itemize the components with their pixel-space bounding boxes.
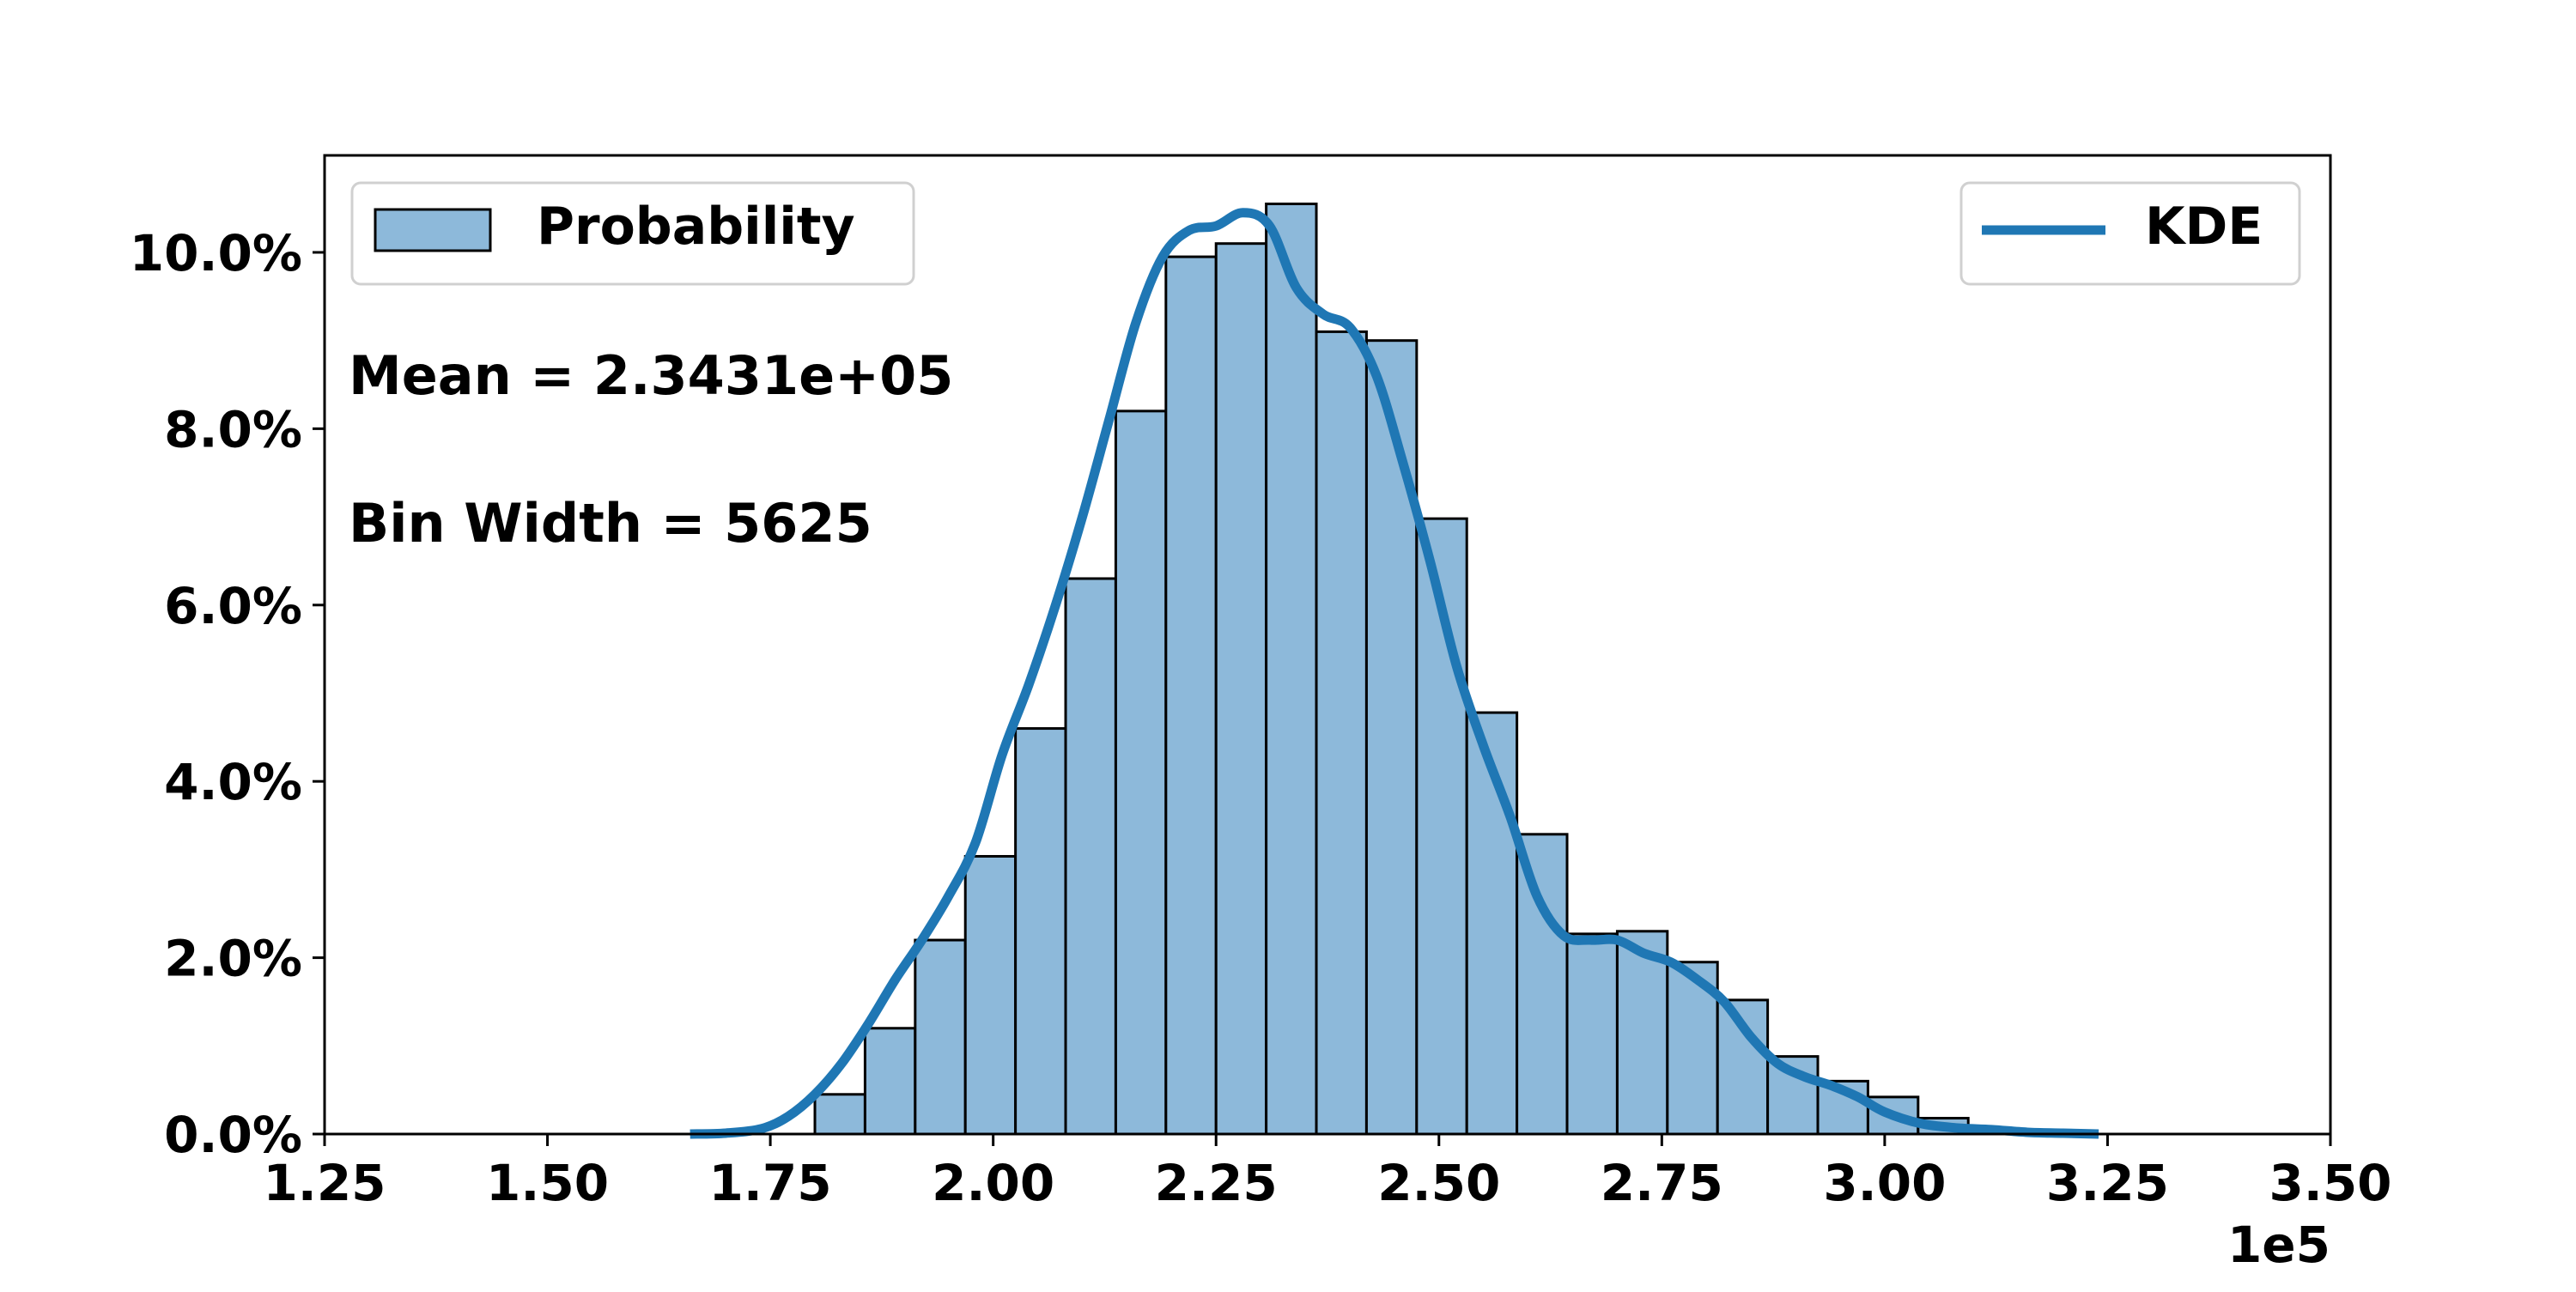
x-axis-multiplier: 1e5 [2227,1216,2330,1274]
histogram-bars [813,202,2020,1136]
histogram-bar [1014,727,1067,1136]
x-tick-label: 2.00 [932,1154,1054,1212]
y-tick-label: 8.0% [164,400,302,458]
kde-line-layer [690,208,2099,1139]
histogram-bar [1516,833,1569,1136]
x-axis: 1.25 1.50 1.75 2.00 2.25 2.50 2.75 3.00 3.25 3.50 [263,1134,2392,1212]
annotation-mean: Mean = 2.3431e+05 [349,344,953,407]
x-tick-label: 2.75 [1601,1154,1723,1212]
x-tick-label: 2.50 [1377,1154,1500,1212]
histogram-bar [1164,255,1218,1136]
histogram-bar [1315,330,1368,1136]
histogram-bar [1064,577,1117,1136]
y-axis: 0.0% 2.0% 4.0% 6.0% 8.0% 10.0% [130,224,325,1164]
histogram-bar [813,1093,866,1136]
x-tick-label: 3.50 [2269,1154,2391,1212]
legend-probability-swatch [374,208,492,252]
legend-probability-label: Probability [537,197,855,257]
histogram-bar [1114,409,1168,1136]
x-tick-label: 3.25 [2046,1154,2169,1212]
x-tick-label: 1.25 [263,1154,386,1212]
y-tick-label: 10.0% [130,224,302,282]
histogram-bar [914,938,967,1136]
histogram-bar [1214,242,1268,1136]
plot-frame [323,154,2332,1136]
x-tick-label: 1.50 [486,1154,609,1212]
legend-frame [350,181,915,286]
legend-kde-label: KDE [2145,197,2263,257]
histogram-bar [863,1027,917,1136]
x-tick-label: 1.75 [709,1154,832,1212]
legend-probability: Probability [350,181,915,286]
y-tick-label: 4.0% [164,753,302,811]
histogram-bar [1265,202,1318,1136]
annotation-bin-width: Bin Width = 5625 [349,492,872,555]
histogram-bar [1364,339,1419,1136]
x-tick-label: 2.25 [1155,1154,1278,1212]
y-tick-label: 6.0% [164,577,302,635]
y-tick-label: 0.0% [164,1106,302,1164]
x-tick-label: 3.00 [1823,1154,1946,1212]
legend-kde: KDE [1959,181,2301,286]
histogram-bar [1465,711,1519,1136]
y-tick-label: 2.0% [164,930,302,988]
legend-frame [1959,181,2301,286]
kde-line [690,208,2099,1139]
histogram-bar [1565,932,1619,1136]
histogram-bar [963,854,1018,1136]
